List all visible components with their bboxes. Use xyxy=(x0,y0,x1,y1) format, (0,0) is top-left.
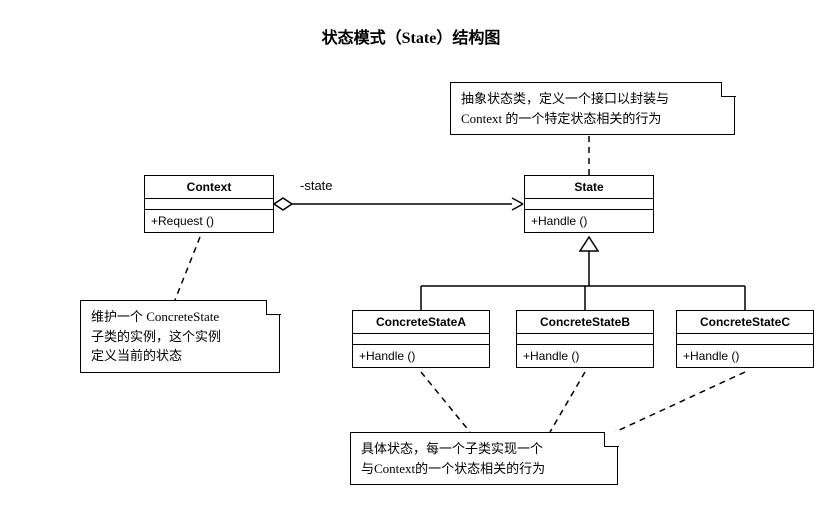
class-concrete-b-name: ConcreteStateB xyxy=(517,311,653,334)
class-concrete-c-name: ConcreteStateC xyxy=(677,311,813,334)
class-context-attrs xyxy=(145,199,273,210)
class-state-attrs xyxy=(525,199,653,210)
class-state-op: +Handle () xyxy=(525,210,653,232)
note-context-line3: 定义当前的状态 xyxy=(91,348,182,363)
note-fold-icon xyxy=(266,300,281,315)
note-context-line1: 维护一个 ConcreteState xyxy=(91,309,219,324)
class-state: State +Handle () xyxy=(524,175,654,233)
class-concrete-b-op: +Handle () xyxy=(517,345,653,367)
class-concrete-a-name: ConcreteStateA xyxy=(353,311,489,334)
class-concrete-b: ConcreteStateB +Handle () xyxy=(516,310,654,368)
class-context-op: +Request () xyxy=(145,210,273,232)
class-concrete-c-attrs xyxy=(677,334,813,345)
class-concrete-a: ConcreteStateA +Handle () xyxy=(352,310,490,368)
class-context-name: Context xyxy=(145,176,273,199)
note-state-line2: Context 的一个特定状态相关的行为 xyxy=(461,111,661,126)
aggregation-label: -state xyxy=(300,178,333,193)
note-concrete-line2: 与Context的一个状态相关的行为 xyxy=(361,461,545,476)
note-concrete: 具体状态，每一个子类实现一个 与Context的一个状态相关的行为 xyxy=(350,432,618,485)
class-context: Context +Request () xyxy=(144,175,274,233)
note-context-line2: 子类的实例，这个实例 xyxy=(91,329,221,344)
class-concrete-c-op: +Handle () xyxy=(677,345,813,367)
note-state-line1: 抽象状态类，定义一个接口以封装与 xyxy=(461,91,669,106)
class-concrete-a-op: +Handle () xyxy=(353,345,489,367)
class-concrete-b-attrs xyxy=(517,334,653,345)
class-state-name: State xyxy=(525,176,653,199)
note-concrete-line1: 具体状态，每一个子类实现一个 xyxy=(361,441,543,456)
class-concrete-a-attrs xyxy=(353,334,489,345)
note-fold-icon xyxy=(721,82,736,97)
note-fold-icon xyxy=(604,432,619,447)
note-context: 维护一个 ConcreteState 子类的实例，这个实例 定义当前的状态 xyxy=(80,300,280,373)
class-concrete-c: ConcreteStateC +Handle () xyxy=(676,310,814,368)
note-state: 抽象状态类，定义一个接口以封装与 Context 的一个特定状态相关的行为 xyxy=(450,82,735,135)
